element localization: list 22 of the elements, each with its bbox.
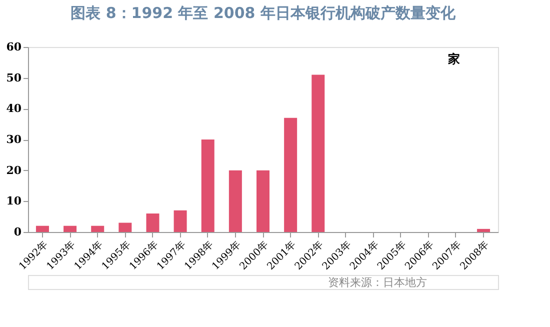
y-tick-label: 0 [14,226,22,238]
y-tick-label: 10 [6,194,22,208]
bar [91,226,104,232]
bar [36,226,49,232]
bar [146,214,160,232]
bar [174,210,187,232]
y-tick-label: 40 [6,102,22,116]
bar [228,170,242,232]
annotation: 家 [447,52,460,66]
y-tick-label: 30 [6,133,22,146]
bar [256,170,270,232]
text: 资料来源：日本地方 [328,276,427,289]
bar [312,74,325,232]
bar [64,226,77,232]
y-tick-label: 20 [6,164,22,177]
bar [477,228,490,232]
y-tick-label: 50 [6,71,22,84]
bar [118,222,132,232]
bar [284,118,298,232]
bar [201,140,214,232]
y-tick-label: 60 [6,40,22,54]
chart-title: 图表 8：1992 年至 2008 年日本银行机构破产数量变化 [70,4,456,22]
